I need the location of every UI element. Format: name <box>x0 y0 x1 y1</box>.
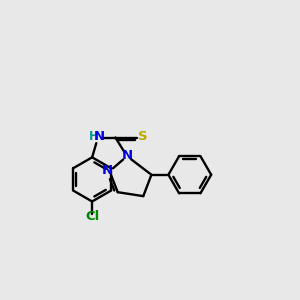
Text: S: S <box>139 130 148 143</box>
Text: N: N <box>122 149 133 162</box>
Text: H: H <box>89 130 99 143</box>
Text: N: N <box>94 130 105 143</box>
Text: N: N <box>102 164 113 177</box>
Text: Cl: Cl <box>85 210 99 223</box>
